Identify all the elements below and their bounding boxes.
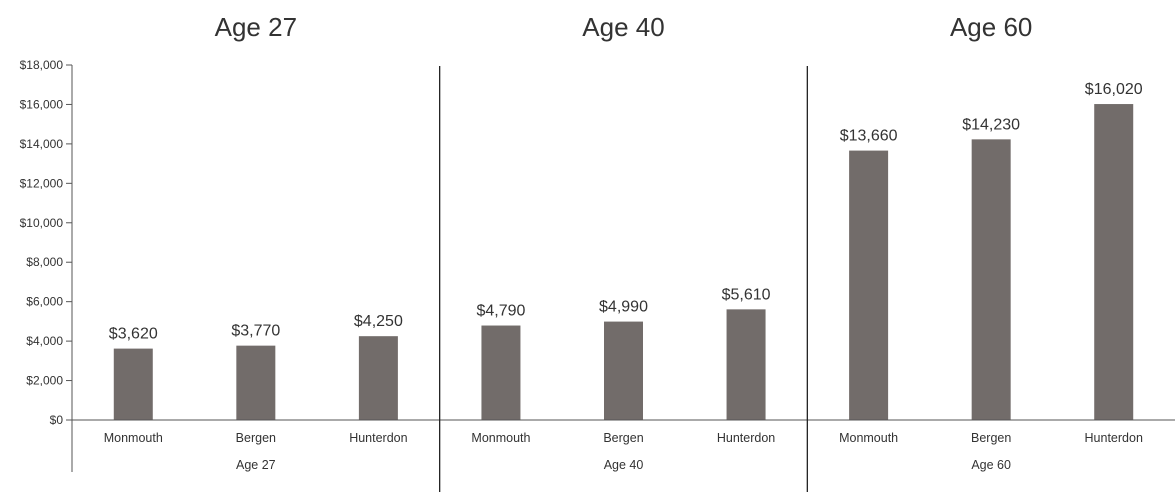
- x-tick-label: Monmouth: [104, 431, 163, 445]
- bar: [604, 321, 643, 420]
- group-label: Age 27: [236, 458, 276, 472]
- data-label: $3,620: [109, 326, 158, 343]
- panel-title: Age 60: [950, 12, 1032, 42]
- y-tick-label: $10,000: [20, 216, 64, 230]
- bar: [236, 345, 276, 420]
- x-tick-label: Bergen: [603, 431, 643, 445]
- x-tick-label: Hunterdon: [717, 431, 775, 445]
- bar: [113, 348, 153, 420]
- bar: [849, 150, 889, 420]
- y-tick-label: $0: [50, 413, 64, 427]
- x-tick-label: Hunterdon: [349, 431, 407, 445]
- y-tick-label: $12,000: [20, 176, 64, 190]
- x-tick-label: Monmouth: [471, 431, 530, 445]
- x-tick-label: Hunterdon: [1085, 431, 1143, 445]
- bar: [726, 309, 766, 420]
- panel-title: Age 27: [215, 12, 297, 42]
- y-tick-label: $6,000: [26, 295, 63, 309]
- y-tick-label: $8,000: [26, 255, 63, 269]
- y-tick-label: $14,000: [20, 137, 64, 151]
- group-label: Age 60: [971, 458, 1011, 472]
- data-labels: $3,620 $3,770 $4,250 $4,790 $4,990 $5,610 $13,…: [109, 81, 1143, 343]
- bar: [971, 139, 1011, 420]
- bar: [481, 325, 521, 420]
- y-tick-label: $18,000: [20, 58, 64, 72]
- bar: [1094, 104, 1134, 421]
- x-tick-label: Monmouth: [839, 431, 898, 445]
- y-tick-label: $16,000: [20, 97, 64, 111]
- y-tick-label: $4,000: [26, 334, 63, 348]
- x-tick-label: Bergen: [236, 431, 276, 445]
- group-label: Age 40: [604, 458, 644, 472]
- data-label: $4,250: [354, 313, 403, 330]
- data-label: $4,990: [599, 299, 648, 316]
- panel-titles: Age 27 Age 40 Age 60: [215, 12, 1033, 42]
- data-label: $3,770: [231, 323, 280, 340]
- x-tick-label: Bergen: [971, 431, 1011, 445]
- x-axis: Monmouth Bergen Hunterdon Age 27 Monmouth Ber…: [72, 66, 1175, 492]
- data-label: $14,230: [962, 116, 1020, 133]
- y-tick-label: $2,000: [26, 374, 63, 388]
- data-label: $13,660: [840, 128, 898, 145]
- data-label: $5,610: [722, 286, 771, 303]
- panel-title: Age 40: [582, 12, 664, 42]
- data-label: $4,790: [476, 303, 525, 320]
- bars: [113, 104, 1134, 421]
- y-axis: $0 $2,000 $4,000 $6,000 $8,000 $10,000 $12,000…: [20, 58, 73, 472]
- data-label: $16,020: [1085, 81, 1143, 98]
- bar: [358, 336, 398, 420]
